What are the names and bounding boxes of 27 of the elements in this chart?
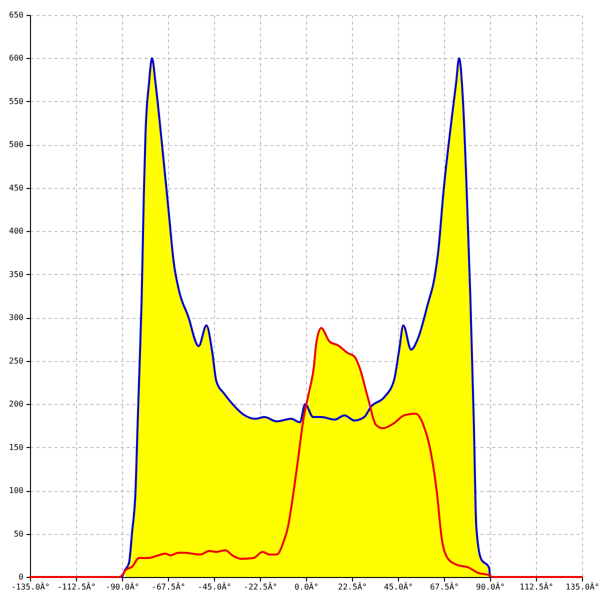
x-tick-label: -22.5Â° — [244, 582, 278, 592]
y-tick-label: 50 — [14, 529, 24, 538]
x-tick-label: 45.0Â° — [384, 582, 413, 592]
x-tick-label: 0.0Â° — [294, 582, 319, 592]
y-tick-label: 100 — [9, 486, 24, 496]
x-tick-label: -135.0Â° — [11, 582, 50, 592]
x-tick-label: -45.0Â° — [198, 582, 232, 592]
x-tick-label: -90.0Â° — [106, 582, 140, 592]
x-tick-label: 90.0Â° — [476, 582, 505, 592]
x-tick-label: 22.5Â° — [338, 582, 367, 592]
x-tick-label: 67.5Â° — [430, 582, 459, 592]
x-tick-label: 112.5Â° — [520, 582, 554, 592]
y-tick-label: 650 — [9, 10, 24, 20]
y-tick-label: 400 — [9, 226, 24, 236]
y-tick-label: 250 — [9, 356, 24, 366]
y-tick-label: 0 — [18, 572, 24, 582]
y-tick-label: 550 — [9, 96, 24, 106]
y-tick-label: 200 — [9, 400, 24, 409]
y-tick-label: 600 — [9, 54, 24, 63]
y-tick-label: 500 — [9, 140, 24, 150]
y-tick-label: 450 — [9, 183, 24, 192]
y-tick-label: 150 — [9, 442, 24, 452]
x-tick-label: -112.5Â° — [57, 582, 96, 592]
x-tick-label: -67.5Â° — [152, 582, 186, 592]
y-tick-label: 350 — [9, 270, 24, 279]
y-tick-label: 300 — [9, 313, 24, 322]
x-tick-label: 135.0Â° — [566, 582, 600, 592]
